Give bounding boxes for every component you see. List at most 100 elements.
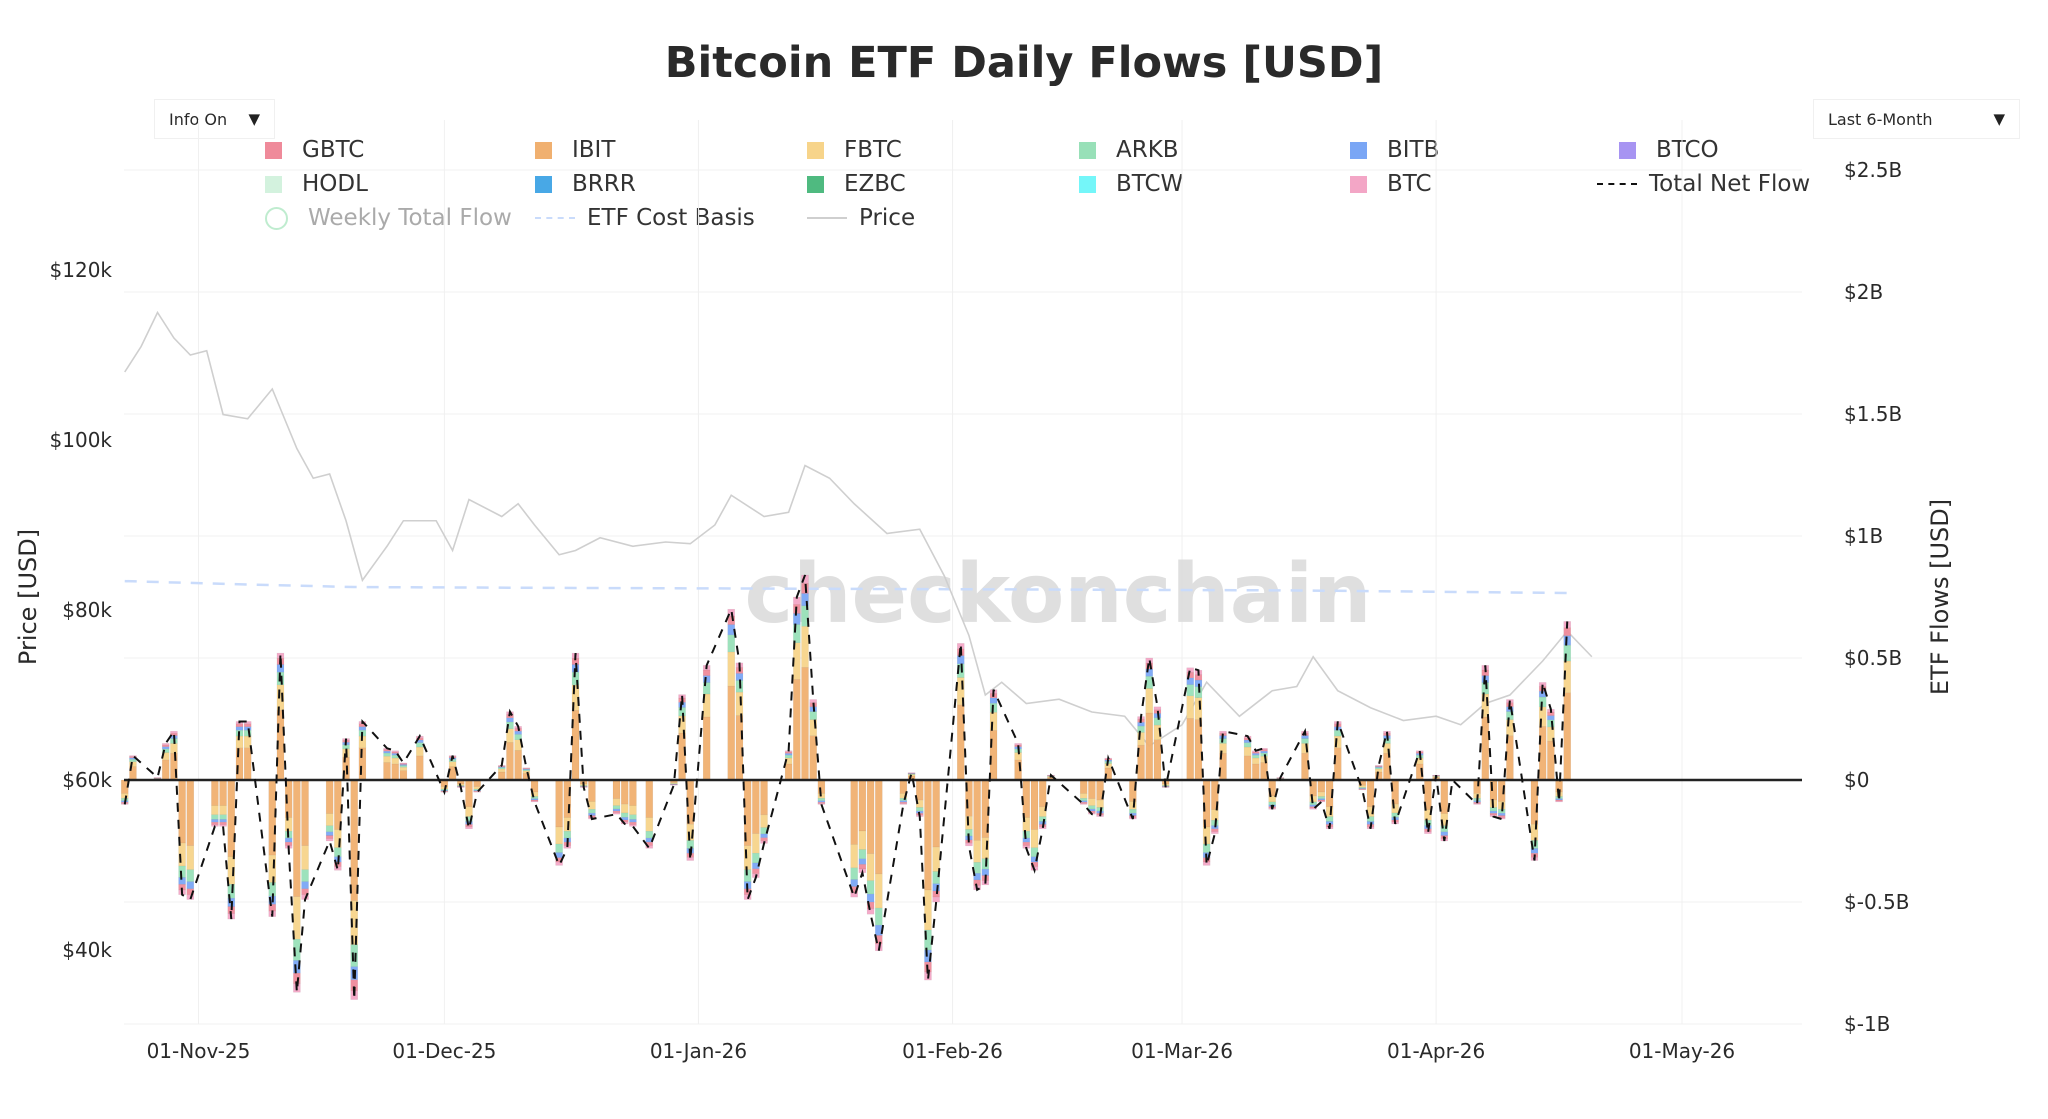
flow-bar[interactable] xyxy=(383,748,391,781)
flow-bar[interactable] xyxy=(514,726,522,781)
x-tick-label: 01-Dec-25 xyxy=(392,1039,496,1063)
flow-bar[interactable] xyxy=(875,779,883,952)
legend-item-price[interactable]: Price xyxy=(807,205,915,231)
flow-bar-segment-btc xyxy=(1153,706,1162,710)
flow-bar[interactable] xyxy=(1309,779,1317,810)
flow-bar[interactable] xyxy=(588,779,596,820)
flow-bar[interactable] xyxy=(219,779,227,827)
legend-item-ezbc[interactable]: EZBC xyxy=(807,171,906,197)
flow-bar[interactable] xyxy=(555,779,563,866)
flow-bar[interactable] xyxy=(243,721,252,781)
legend-item-ibit[interactable]: IBIT xyxy=(535,137,615,163)
flow-bar[interactable] xyxy=(161,743,170,781)
flow-bar[interactable] xyxy=(989,689,998,781)
flow-bar[interactable] xyxy=(506,711,514,781)
legend-label: EZBC xyxy=(844,171,906,197)
flow-bar-segment-arkb xyxy=(1088,805,1096,810)
flow-bar-segment-ibit xyxy=(752,779,760,834)
flow-bar[interactable] xyxy=(858,779,867,873)
flow-bar[interactable] xyxy=(1243,735,1252,781)
flow-bar-segment-arkb xyxy=(1317,796,1326,799)
legend-item-etf-cost-basis[interactable]: ETF Cost Basis xyxy=(535,205,755,231)
legend-item-btc[interactable]: BTC xyxy=(1350,171,1432,197)
flow-bar-segment-ibit xyxy=(416,755,424,781)
legend-item-btcw[interactable]: BTCW xyxy=(1079,171,1183,197)
flow-bar[interactable] xyxy=(530,779,539,803)
flow-bar-segment-fbtc xyxy=(850,844,858,869)
flow-bar[interactable] xyxy=(211,779,219,827)
flow-bar-segment-bitb xyxy=(243,726,252,731)
flow-bar[interactable] xyxy=(1374,765,1383,781)
flow-bar[interactable] xyxy=(1325,779,1334,830)
flow-bar-segment-fbtc xyxy=(645,817,654,832)
flow-bar[interactable] xyxy=(1538,682,1547,781)
flow-bar[interactable] xyxy=(1153,706,1162,781)
flow-bar-segment-fbtc xyxy=(866,853,875,881)
legend-swatch-icon xyxy=(535,141,552,159)
price-line xyxy=(124,310,1593,748)
flow-bar[interactable] xyxy=(1079,779,1088,805)
flow-bar[interactable] xyxy=(1252,750,1260,781)
flow-bar[interactable] xyxy=(1563,621,1572,781)
flow-bar[interactable] xyxy=(1145,657,1154,781)
flow-bar-segment-arkb xyxy=(858,849,867,860)
flow-bar-segment-btc xyxy=(899,803,908,805)
flow-bar[interactable] xyxy=(1260,748,1268,781)
flow-bar[interactable] xyxy=(1186,667,1194,781)
flow-bar[interactable] xyxy=(620,779,629,825)
flow-bar[interactable] xyxy=(301,779,309,900)
flow-bar[interactable] xyxy=(416,735,424,781)
flow-bar[interactable] xyxy=(629,779,637,827)
flow-bar-segment-fbtc xyxy=(211,805,219,816)
flow-bar[interactable] xyxy=(727,608,735,781)
flow-bar-segment-arkb xyxy=(727,634,735,653)
flow-bar-segment-arkb xyxy=(1038,816,1047,822)
flow-bar-segment-gbtc xyxy=(752,868,760,874)
flow-bar-segment-fbtc xyxy=(727,651,735,687)
flow-bar[interactable] xyxy=(866,779,875,915)
legend-item-gbtc[interactable]: GBTC xyxy=(265,137,364,163)
flow-bar[interactable] xyxy=(1301,730,1309,781)
flow-bar-segment-arkb xyxy=(350,944,358,967)
flow-bar[interactable] xyxy=(473,779,481,793)
legend-item-weekly-total-flow[interactable]: Weekly Total Flow xyxy=(265,205,512,231)
flow-bar-segment-gbtc xyxy=(760,837,768,842)
legend-item-fbtc[interactable]: FBTC xyxy=(807,137,902,163)
flow-bar[interactable] xyxy=(522,767,531,781)
flow-bar[interactable] xyxy=(784,750,793,781)
flow-bar[interactable] xyxy=(1366,779,1375,830)
flow-bar[interactable] xyxy=(612,779,621,815)
flow-bar[interactable] xyxy=(1440,779,1449,842)
flow-bar[interactable] xyxy=(186,779,195,900)
flow-bar[interactable] xyxy=(498,765,506,781)
legend-item-arkb[interactable]: ARKB xyxy=(1079,137,1179,163)
flow-bar[interactable] xyxy=(399,762,408,781)
flow-bar[interactable] xyxy=(325,779,334,842)
flow-bar[interactable] xyxy=(284,779,293,849)
legend-item-bitb[interactable]: BITB xyxy=(1350,137,1439,163)
flow-bar-segment-btc xyxy=(1374,765,1383,767)
flow-bar[interactable] xyxy=(702,665,711,781)
flow-bar-segment-arkb xyxy=(383,752,391,757)
legend-item-brrr[interactable]: BRRR xyxy=(535,171,636,197)
legend-label: IBIT xyxy=(572,137,616,163)
y-right-tick-label: $1.5B xyxy=(1844,402,1902,426)
info-toggle-dropdown[interactable]: Info On ▼ xyxy=(154,99,275,139)
flow-bar[interactable] xyxy=(645,779,654,849)
flow-bar[interactable] xyxy=(850,779,858,898)
flow-bar[interactable] xyxy=(760,779,768,844)
legend-swatch-icon xyxy=(1350,175,1367,193)
flow-bar-segment-ibit xyxy=(760,779,768,816)
flow-bar[interactable] xyxy=(1317,779,1326,803)
flow-bar[interactable] xyxy=(932,779,940,903)
legend-item-hodl[interactable]: HODL xyxy=(265,171,368,197)
flow-bar[interactable] xyxy=(1038,779,1047,830)
legend-item-total-net-flow[interactable]: Total Net Flow xyxy=(1597,171,1810,197)
flow-bar[interactable] xyxy=(1088,779,1096,815)
legend-item-btco[interactable]: BTCO xyxy=(1619,137,1719,163)
flow-bar-segment-fbtc xyxy=(752,833,760,854)
flow-bar-segment-bitb xyxy=(186,881,195,890)
legend-label: ARKB xyxy=(1116,137,1179,163)
flow-bar[interactable] xyxy=(752,779,760,878)
range-dropdown[interactable]: Last 6-Month ▼ xyxy=(1813,99,2020,139)
